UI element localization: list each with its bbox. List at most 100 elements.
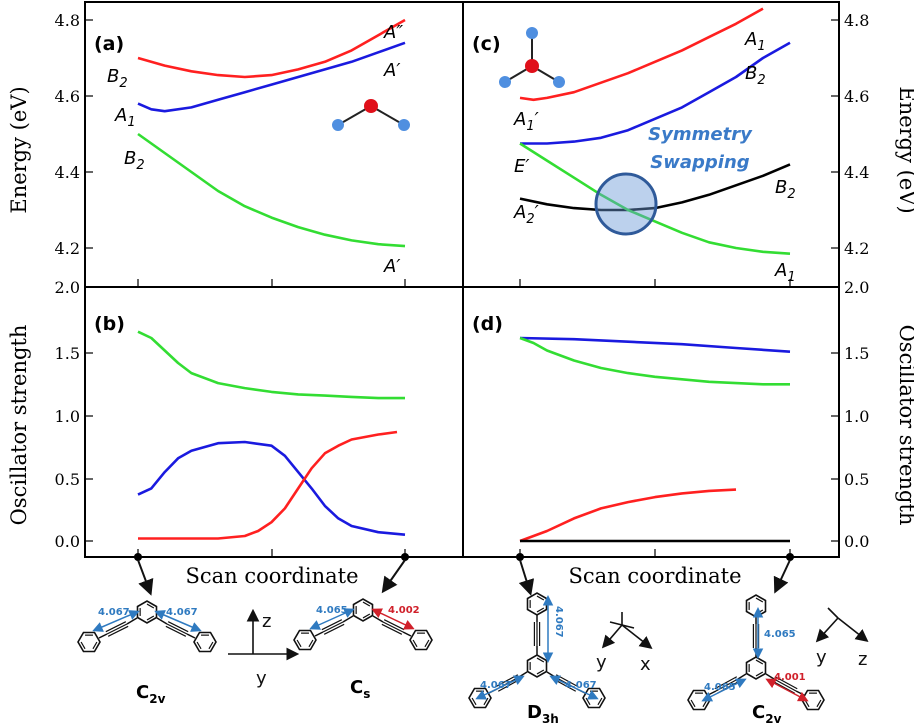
scan-start-left [134,553,142,561]
ring-double-bond [92,641,98,650]
point-group-d3h: D3h [527,702,559,725]
panel-tags: (a) (b) (c) (d) [94,33,503,335]
state-subscript: 2 [136,158,144,173]
arrow-to-c2v [137,559,154,596]
state-subscript: 1 [757,39,765,54]
panel-b-series [137,330,406,540]
bond-label: 4.067 [98,607,130,618]
single-bond [795,690,805,696]
single-bond [737,673,747,680]
right-osc-ylabel: Oscillator strength [895,325,914,526]
single-bond [342,615,354,623]
ring-double-bond [536,669,545,675]
tick-label: 1.0 [55,407,80,426]
state-letter: B [107,66,119,87]
ring-double-bond [816,699,822,708]
x-axis-label: x [640,654,651,675]
symmetry-swapping-highlight [594,172,658,236]
pg-letter: C [752,702,765,723]
panel-a-state-labels: B2 A1 B2 A″ A′ A′ [107,22,403,277]
left-tick-labels: 4.8 4.6 4.4 4.2 2.0 1.5 1.0 0.5 0.0 [55,11,80,551]
inset-atom-blue [332,119,344,131]
state-letter: B [124,148,136,169]
central-ring [745,656,767,680]
ring-double-bond [690,699,696,708]
state-label-a-dblprime: A″ [383,22,403,43]
series-line-red [519,488,737,543]
pg-subscript: 3h [542,712,559,725]
state-prime: ′ [396,256,400,277]
bond-label: 4.065 [764,629,796,640]
scan-endpoints [134,553,794,561]
state-subscript: 2 [526,212,534,227]
point-group-cs: Cs [350,677,370,701]
state-label-b2-green: B2 [124,148,145,173]
series-line-green [137,330,405,400]
state-letter: A [513,109,526,130]
ring-double-bond [412,639,418,648]
point-group-c2v: C2v [136,682,166,706]
pg-letter: C [350,677,363,698]
left-frame [84,1,464,558]
ring-double-bond [308,639,314,648]
state-label-a1-green: A1 [774,260,796,285]
ring-double-bond [424,639,430,648]
ring-double-bond [80,641,86,650]
state-subscript: 2 [119,76,127,91]
state-prime: ′ [525,156,529,177]
right-energy-ylabel: Energy (eV) [895,86,914,213]
panel-c-state-labels: A1 B2 B2 A1 A1′ E′ A2′ [513,29,796,285]
single-bond [156,617,168,625]
phenyl-ring [193,631,217,653]
state-prime: ′ [535,202,539,223]
state-letter: B [745,63,757,84]
y-axis-label: y [816,647,827,668]
inset-atom-blue [499,76,511,88]
inset-atom-blue [553,76,565,88]
bond-arrow [92,610,140,632]
coordinate-axis-labels-d3h: y x [596,652,651,675]
inset-atom-blue [526,27,538,39]
tick-label: 4.4 [844,163,869,182]
ring-double-bond [362,601,371,607]
state-letter: A [513,202,526,223]
central-ring [136,600,158,624]
point-group-labels: C2v Cs D3h C2v [136,677,782,725]
ring-double-bond [362,613,371,619]
bond-label: 4.067 [480,680,512,691]
ring-double-bond [208,641,214,650]
tick-label: 4.6 [844,87,869,106]
ring-double-bond [597,697,603,706]
panel-a-series [137,18,406,248]
bent-molecule-inset [332,99,410,131]
scan-end-right [786,553,794,561]
tick-label: 2.0 [844,278,869,297]
tick-label: 2.0 [55,278,80,297]
panel-d-series [519,336,791,543]
bond-arrow [154,610,202,632]
phenyl-ring [77,631,101,653]
bond-label: 4.067 [553,606,564,638]
bond-arrow [371,608,415,630]
coordinate-axes-right-d3h [601,612,653,649]
alkyne-bond [772,680,796,694]
bond-label: 4.067 [565,680,597,691]
y-axis-label: y [596,652,607,673]
pg-subscript: 2v [149,692,165,706]
state-letter: A [383,60,396,81]
bond-label: 4.065 [704,682,736,693]
x-axis-arrow [621,624,653,649]
series-line-red [137,18,406,79]
series-line-blue [519,336,791,353]
bond-arrow [701,678,747,702]
coordinate-axes-left [228,608,300,661]
state-subscript: 1 [787,270,795,285]
arrow-to-cs [381,559,406,594]
inset-atom-red [525,59,539,73]
coordinate-axis-labels-left: z y [256,611,271,689]
panel-tag-c: (c) [472,33,501,55]
arrow-to-d3h [518,559,535,596]
single-bond [546,671,556,678]
series-line-red [519,7,764,102]
series-line-green [137,132,406,248]
